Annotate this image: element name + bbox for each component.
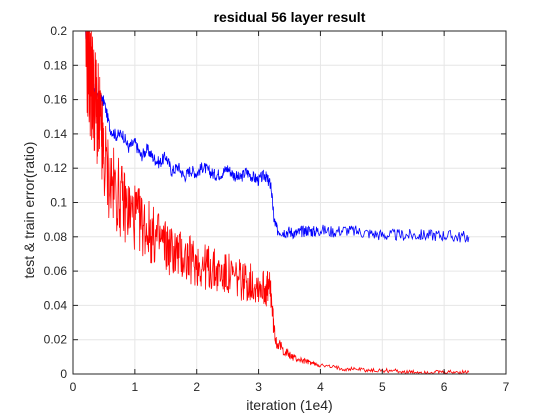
y-tick-label: 0.18 bbox=[44, 58, 68, 72]
chart-title: residual 56 layer result bbox=[213, 9, 366, 25]
y-tick-label: 0.2 bbox=[50, 24, 67, 38]
y-tick-label: 0.08 bbox=[44, 230, 68, 244]
x-tick-label: 3 bbox=[255, 380, 262, 394]
x-tick-label: 5 bbox=[379, 380, 386, 394]
y-tick-label: 0.04 bbox=[44, 298, 68, 312]
x-tick-label: 6 bbox=[441, 380, 448, 394]
y-tick-label: 0 bbox=[60, 367, 67, 381]
y-axis-label: test & train error(ratio) bbox=[21, 141, 37, 279]
x-tick-label: 4 bbox=[317, 380, 324, 394]
y-tick-label: 0.06 bbox=[44, 264, 68, 278]
y-tick-label: 0.14 bbox=[44, 127, 68, 141]
x-tick-label: 7 bbox=[503, 380, 510, 394]
series-line-0 bbox=[85, 30, 470, 243]
y-tick-label: 0.12 bbox=[44, 161, 68, 175]
x-tick-label: 1 bbox=[132, 380, 139, 394]
series-line-1 bbox=[85, 30, 470, 375]
x-tick-label: 2 bbox=[193, 380, 200, 394]
y-tick-label: 0.16 bbox=[44, 93, 68, 107]
y-tick-label: 0.1 bbox=[50, 196, 67, 210]
x-axis-label: iteration (1e4) bbox=[246, 397, 333, 413]
x-tick-label: 0 bbox=[70, 380, 77, 394]
y-tick-label: 0.02 bbox=[44, 333, 68, 347]
